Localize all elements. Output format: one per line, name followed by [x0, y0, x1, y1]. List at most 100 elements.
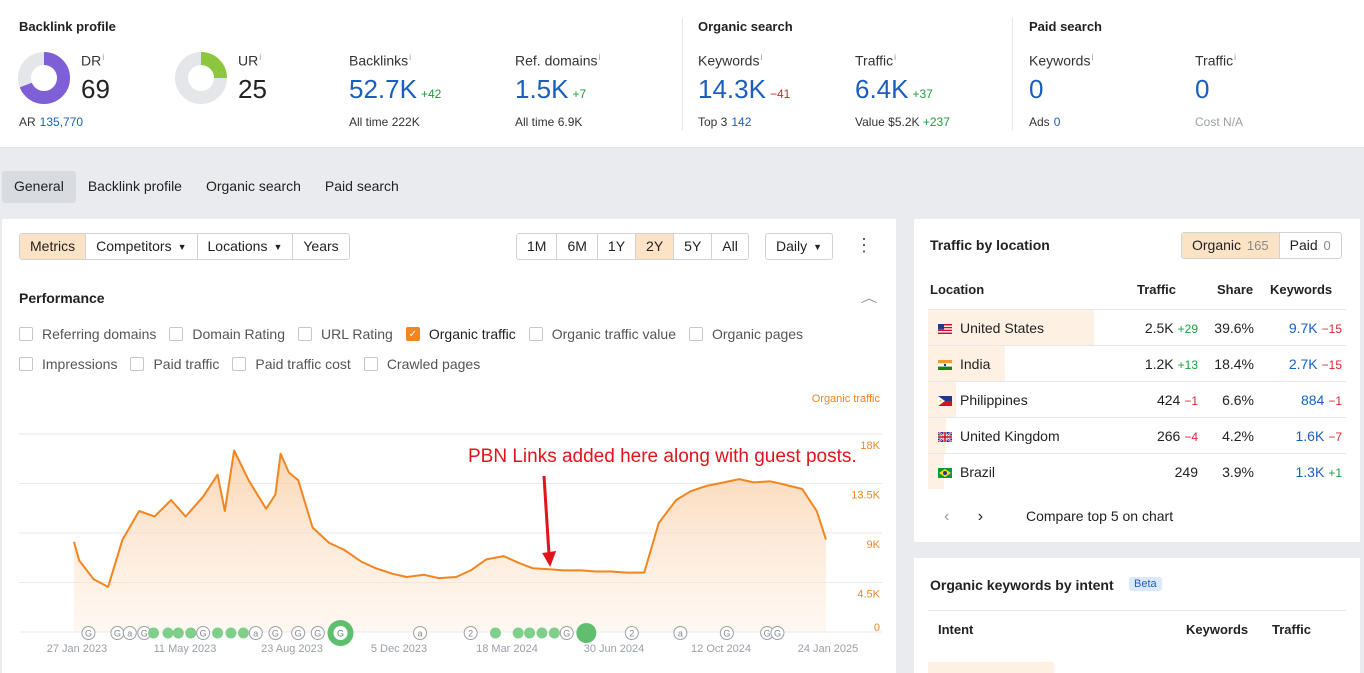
checkbox-box[interactable] — [528, 327, 543, 341]
range-6m[interactable]: 6M — [557, 234, 598, 259]
checkbox-box[interactable] — [169, 327, 184, 341]
metric-checkbox[interactable]: Impressions — [19, 356, 117, 372]
tab-organic-search[interactable]: Organic search — [205, 178, 301, 194]
metric-checkbox[interactable]: Paid traffic — [130, 356, 219, 372]
dr-label[interactable]: DRi — [81, 52, 105, 69]
organic-traffic-value[interactable]: 6.4K +37 — [855, 74, 933, 104]
traffic-cell: 249 — [1174, 464, 1198, 480]
chevron-right-icon[interactable]: › — [977, 508, 984, 525]
top3-link[interactable]: 142 — [731, 115, 752, 129]
keywords-cell[interactable]: 9.7K −15 — [1288, 320, 1342, 336]
tab-paid-search[interactable]: Paid search — [324, 178, 399, 194]
checkbox-box[interactable] — [130, 357, 145, 371]
metric-checkbox[interactable]: Referring domains — [19, 326, 156, 342]
location-cell[interactable]: India — [938, 356, 990, 372]
location-cell[interactable]: United Kingdom — [937, 428, 1060, 444]
info-icon[interactable]: i — [760, 52, 763, 62]
range-all[interactable]: All — [712, 234, 748, 259]
location-cell[interactable]: Philippines — [938, 392, 1028, 408]
donut-fill — [18, 52, 70, 104]
share-cell: 6.6% — [1222, 392, 1254, 408]
more-options-icon[interactable]: ⋮ — [855, 235, 873, 255]
backlinks-alltime: All time 222K — [349, 115, 420, 129]
metric-checkbox[interactable]: Organic traffic value — [528, 326, 676, 342]
google-update-icon — [559, 626, 574, 640]
checkbox-box[interactable] — [689, 327, 703, 341]
metrics-tab[interactable]: Metrics — [20, 234, 87, 259]
range-2y[interactable]: 2Y — [636, 234, 675, 259]
ads-link[interactable]: 0 — [1053, 115, 1061, 129]
checkbox-box[interactable] — [19, 327, 33, 341]
checkmark-icon[interactable]: ✓ — [405, 327, 420, 341]
col-traffic[interactable]: Traffic — [1272, 622, 1312, 637]
ref-domains-value[interactable]: 1.5K +7 — [515, 74, 587, 104]
col-keywords[interactable]: Keywords — [1270, 282, 1333, 297]
col-keywords[interactable]: Keywords — [1186, 622, 1249, 637]
tab-backlink-profile[interactable]: Backlink profile — [87, 178, 182, 194]
location-row[interactable]: Brazil 249 3.9% 1.3K +1 — [928, 453, 1346, 489]
organic-keywords-value[interactable]: 14.3K −41 — [698, 74, 791, 104]
backlinks-label[interactable]: Backlinksi — [349, 52, 412, 69]
location-row[interactable]: Philippines 424 −1 6.6% 884 −1 — [928, 381, 1346, 417]
location-row[interactable]: United Kingdom 266 −4 4.2% 1.6K −7 — [928, 417, 1346, 453]
paid-keywords-label[interactable]: Keywordsi — [1029, 52, 1094, 69]
checkbox-label: Referring domains — [42, 326, 157, 342]
info-icon[interactable]: i — [598, 52, 601, 62]
metric-checkbox[interactable]: Organic pages — [689, 326, 803, 342]
keywords-cell[interactable]: 884 −1 — [1300, 392, 1342, 408]
location-row[interactable]: United States 2.5K +29 39.6% 9.7K −15 — [928, 309, 1346, 345]
checkbox-box[interactable] — [19, 357, 33, 371]
ur-label[interactable]: URi — [238, 52, 262, 69]
chart-svg[interactable]: 18K 13.5K 9K 4.5K 0 Organic traffic PBN Links … — [2, 387, 896, 673]
chevron-up-icon[interactable]: ︿ — [860, 291, 878, 305]
location-row[interactable]: India 1.2K +13 18.4% 2.7K −15 — [928, 345, 1346, 381]
chevron-left-icon[interactable]: ‹ — [944, 508, 950, 525]
checkbox-box[interactable] — [363, 357, 378, 371]
interval-dropdown[interactable]: Daily ▼ — [765, 233, 834, 260]
range-5y[interactable]: 5Y — [674, 234, 713, 259]
organic-traffic-label[interactable]: Traffici — [855, 52, 897, 69]
checkbox-box[interactable] — [232, 357, 247, 371]
x-tick-label: 11 May 2023 — [154, 643, 217, 655]
metric-checkbox[interactable]: URL Rating — [298, 326, 393, 342]
ar-value-link[interactable]: 135,770 — [39, 115, 84, 129]
locations-dropdown[interactable]: Locations ▼ — [197, 234, 294, 259]
info-icon[interactable]: i — [1234, 52, 1237, 62]
range-1y[interactable]: 1Y — [597, 234, 637, 259]
info-icon[interactable]: i — [409, 52, 412, 62]
metric-checkbox[interactable]: Paid traffic cost — [232, 356, 351, 372]
col-location[interactable]: Location — [930, 282, 985, 297]
range-1m[interactable]: 1M — [517, 234, 558, 259]
google-update-icon: G — [272, 629, 279, 639]
organic-toggle-button[interactable]: Organic 165 — [1182, 233, 1280, 258]
col-share[interactable]: Share — [1217, 282, 1254, 297]
metric-checkbox[interactable]: Crawled pages — [363, 356, 480, 372]
keywords-cell[interactable]: 1.3K +1 — [1295, 464, 1343, 480]
caret-down-icon: ▼ — [273, 242, 283, 252]
share-cell: 3.9% — [1222, 464, 1254, 480]
col-traffic[interactable]: Traffic — [1137, 282, 1177, 297]
competitors-dropdown[interactable]: Competitors ▼ — [86, 234, 198, 259]
location-cell[interactable]: United States — [938, 320, 1044, 336]
metric-checkbox[interactable]: Domain Rating — [169, 326, 285, 342]
keywords-cell[interactable]: 2.7K −15 — [1288, 356, 1342, 372]
paid-traffic-label[interactable]: Traffici — [1195, 52, 1237, 69]
compare-top5-link[interactable]: Compare top 5 on chart — [1026, 508, 1174, 524]
paid-traffic-value[interactable]: 0 — [1195, 74, 1210, 104]
organic-keywords-label[interactable]: Keywordsi — [698, 52, 763, 69]
info-icon[interactable]: i — [102, 52, 105, 62]
info-icon[interactable]: i — [894, 52, 897, 62]
location-cell[interactable]: Brazil — [938, 464, 995, 480]
keywords-cell[interactable]: 1.6K −7 — [1295, 428, 1343, 444]
paid-toggle-button[interactable]: Paid 0 — [1289, 237, 1331, 253]
checkbox-box[interactable] — [298, 327, 312, 341]
years-tab[interactable]: Years — [293, 234, 349, 259]
metric-checkbox[interactable]: ✓ Organic traffic — [405, 326, 516, 342]
col-intent[interactable]: Intent — [938, 622, 974, 637]
info-icon[interactable]: i — [259, 52, 262, 62]
tab-general[interactable]: General — [2, 171, 76, 203]
ref-domains-label[interactable]: Ref. domainsi — [515, 52, 601, 69]
backlinks-value[interactable]: 52.7K +42 — [349, 74, 442, 104]
paid-keywords-value[interactable]: 0 — [1029, 74, 1044, 104]
info-icon[interactable]: i — [1091, 52, 1094, 62]
